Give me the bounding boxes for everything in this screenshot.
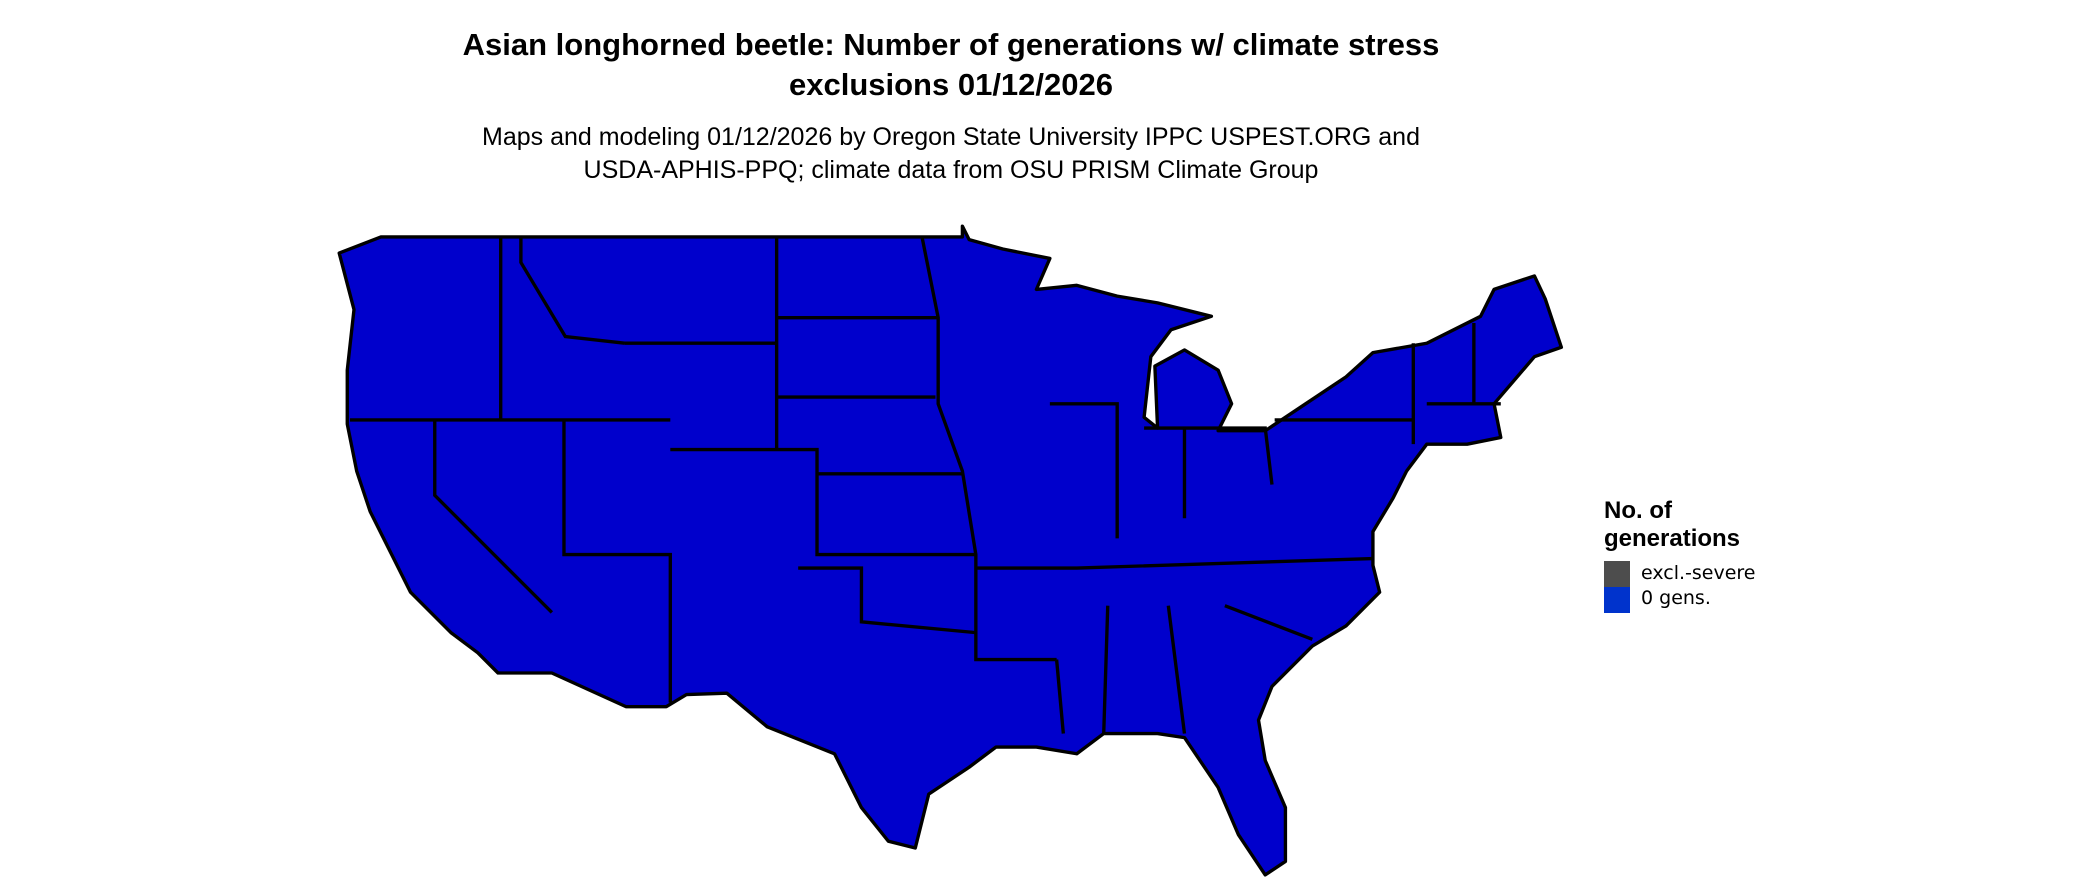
map-subtitle-line1: Maps and modeling 01/12/2026 by Oregon S… — [482, 123, 1420, 151]
legend-swatch-excl-severe — [1604, 561, 1630, 587]
legend-label-excl-severe: excl.-severe — [1641, 562, 1756, 584]
map-title-line2: exclusions 01/12/2026 — [788, 67, 1113, 102]
state-borders — [349, 236, 1501, 734]
legend-title-line2: generations — [1604, 525, 1741, 552]
legend-title-line1: No. of — [1604, 497, 1672, 524]
map-subtitle-line2: USDA-APHIS-PPQ; climate data from OSU PR… — [583, 156, 1319, 184]
legend-label-0-gens: 0 gens. — [1641, 587, 1711, 609]
legend-swatch-0-gens — [1604, 587, 1630, 613]
map-title-line1: Asian longhorned beetle: Number of gener… — [462, 27, 1440, 62]
us-outline — [337, 224, 1564, 877]
